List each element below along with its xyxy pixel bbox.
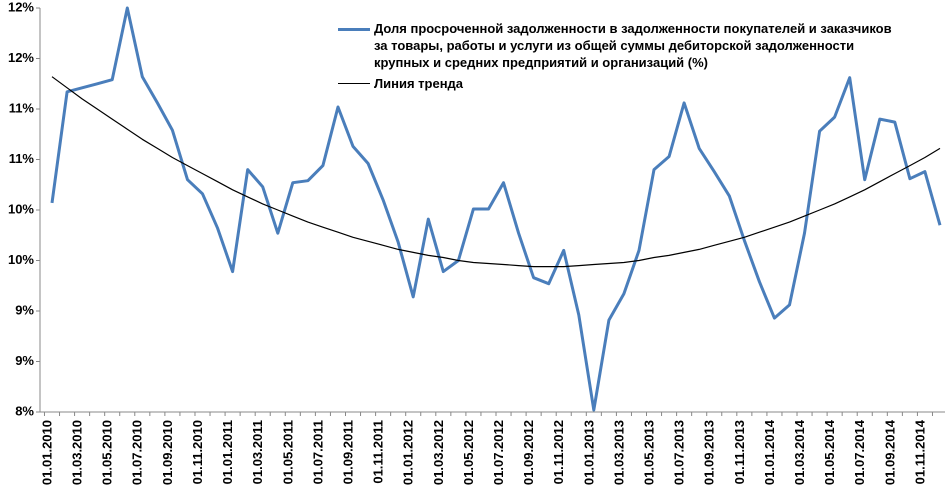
legend-swatch xyxy=(338,28,370,31)
x-tick-label: 01.01.2010 xyxy=(39,420,54,485)
x-tick-label: 01.11.2012 xyxy=(551,420,566,484)
x-tick-label: 01.11.2013 xyxy=(732,420,747,484)
legend-item: Линия тренда xyxy=(338,75,908,92)
x-tick-label: 01.05.2012 xyxy=(461,420,476,485)
y-tick-label: 10% xyxy=(8,252,34,267)
y-tick-label: 9% xyxy=(15,353,34,368)
x-tick-label: 01.11.2014 xyxy=(912,419,927,484)
x-tick-label: 01.05.2014 xyxy=(822,419,837,485)
x-tick-label: 01.09.2014 xyxy=(882,419,897,485)
y-tick-label: 10% xyxy=(8,201,34,216)
x-tick-label: 01.01.2011 xyxy=(220,420,235,484)
y-tick-label: 12% xyxy=(8,0,34,14)
x-tick-label: 01.05.2010 xyxy=(100,420,115,485)
y-tick-label: 8% xyxy=(15,403,34,418)
series-line xyxy=(50,6,942,412)
legend-label: Линия тренда xyxy=(374,76,464,91)
x-tick-label: 01.09.2011 xyxy=(340,420,355,484)
x-tick-label: 01.07.2014 xyxy=(852,419,867,485)
x-tick-label: 01.05.2013 xyxy=(641,420,656,485)
legend-label: Доля просроченной задолженности в задолж… xyxy=(374,21,892,70)
x-tick-label: 01.11.2011 xyxy=(371,420,386,484)
x-tick-label: 01.03.2014 xyxy=(792,419,807,485)
x-tick-label: 01.07.2011 xyxy=(310,420,325,484)
x-tick-label: 01.11.2010 xyxy=(190,420,205,484)
y-tick-label: 11% xyxy=(9,100,35,115)
legend-item: Доля просроченной задолженности в задолж… xyxy=(338,20,908,71)
y-tick-label: 12% xyxy=(8,50,34,65)
y-tick-label: 9% xyxy=(15,302,34,317)
x-tick-label: 01.05.2011 xyxy=(280,420,295,484)
x-tick-label: 01.01.2013 xyxy=(581,420,596,485)
x-tick-label: 01.09.2013 xyxy=(702,420,717,485)
x-tick-label: 01.03.2011 xyxy=(250,420,265,484)
x-tick-label: 01.03.2010 xyxy=(70,420,85,485)
x-tick-label: 01.07.2012 xyxy=(491,420,506,485)
x-tick-label: 01.03.2013 xyxy=(611,420,626,485)
legend-swatch xyxy=(338,83,370,84)
x-tick-label: 01.09.2012 xyxy=(521,420,536,485)
x-tick-label: 01.07.2013 xyxy=(672,420,687,485)
series-line xyxy=(51,76,941,268)
x-tick-label: 01.09.2010 xyxy=(160,420,175,485)
x-tick-label: 01.01.2014 xyxy=(762,419,777,485)
legend: Доля просроченной задолженности в задолж… xyxy=(338,20,908,96)
x-tick-label: 01.03.2012 xyxy=(431,420,446,485)
x-tick-label: 01.07.2010 xyxy=(130,420,145,485)
y-tick-label: 11% xyxy=(9,151,35,166)
x-tick-label: 01.01.2012 xyxy=(401,420,416,485)
